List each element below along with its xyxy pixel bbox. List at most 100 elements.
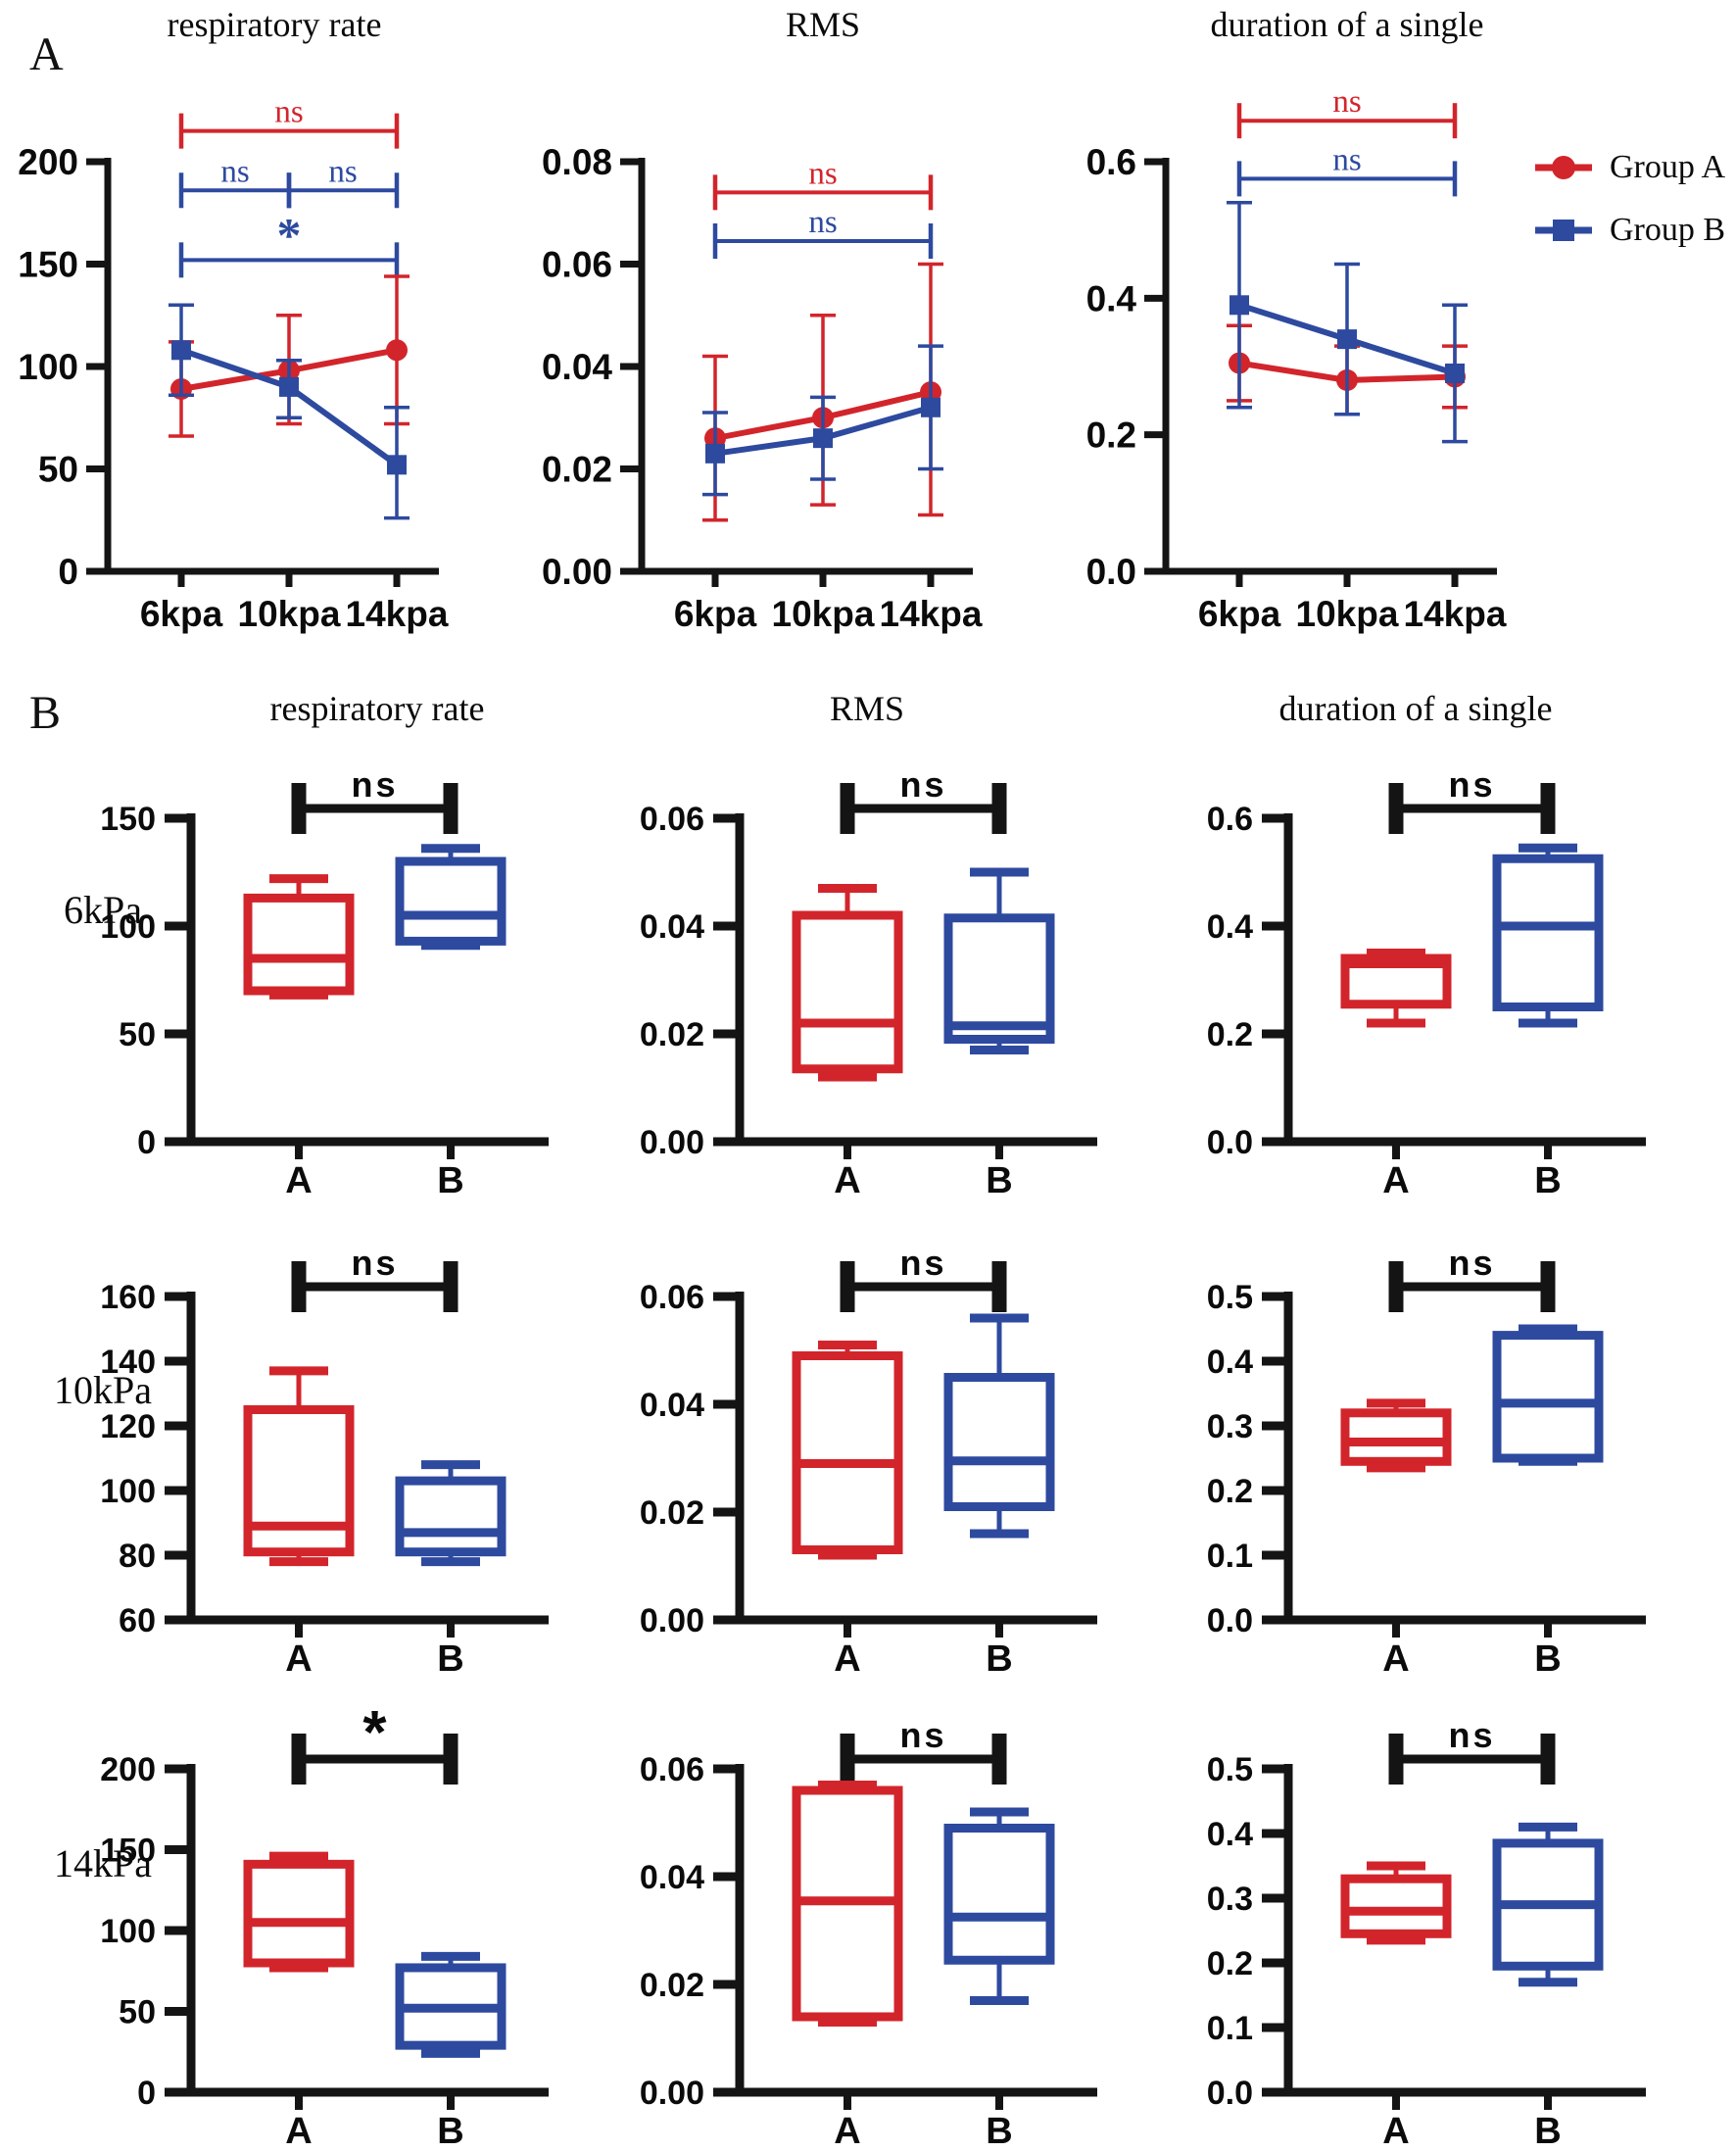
svg-text:150: 150	[100, 1833, 156, 1870]
box-chart-10kpa-rms: 0.00 0.02 0.04 0.06 A Bns	[640, 1243, 1097, 1680]
svg-text:0: 0	[137, 1124, 156, 1161]
svg-text:100: 100	[18, 347, 78, 387]
svg-text:0.3: 0.3	[1207, 1881, 1253, 1918]
svg-text:200: 200	[100, 1751, 156, 1788]
legend-item-group-b: Group B	[1533, 212, 1725, 249]
svg-text:B: B	[1534, 1160, 1561, 1201]
svg-text:100: 100	[100, 1473, 156, 1510]
box-chart-10kpa-respiratory-rate: 60 80 100 120 140 160 A Bns	[100, 1243, 549, 1680]
svg-text:0.1: 0.1	[1207, 1538, 1253, 1575]
svg-text:6kpa: 6kpa	[140, 594, 223, 634]
svg-text:0.4: 0.4	[1207, 908, 1253, 946]
row-label-14kpa: 14kPa	[54, 1841, 152, 1885]
line-chart-duration: 0.0 0.2 0.4 0.6 6kpa 10kpa 14kpa ns ns	[1086, 84, 1507, 634]
svg-text:14kpa: 14kpa	[346, 594, 449, 634]
svg-text:50: 50	[119, 1016, 156, 1053]
svg-text:0.6: 0.6	[1086, 142, 1136, 182]
row-label-6kpa: 6kPa	[64, 888, 142, 932]
svg-text:B: B	[1534, 1638, 1561, 1680]
svg-text:200: 200	[18, 142, 78, 182]
svg-text:0.0: 0.0	[1086, 552, 1136, 592]
svg-text:0.02: 0.02	[640, 1016, 704, 1053]
svg-text:0.06: 0.06	[542, 245, 612, 285]
svg-text:B: B	[986, 1638, 1012, 1680]
col-title-duration: duration of a single	[1278, 689, 1553, 728]
svg-text:A: A	[285, 2111, 312, 2152]
chart-title-a-respiratory-rate: respiratory rate	[167, 5, 382, 44]
svg-text:*: *	[277, 207, 302, 262]
svg-text:0.04: 0.04	[640, 1859, 704, 1896]
group-a-marker-icon	[1535, 156, 1592, 179]
svg-text:150: 150	[18, 245, 78, 285]
chart-title-a-duration: duration of a single	[1210, 5, 1484, 44]
svg-text:0: 0	[137, 2075, 156, 2112]
svg-text:0.02: 0.02	[542, 450, 612, 490]
svg-text:A: A	[285, 1160, 312, 1201]
svg-text:0.4: 0.4	[1207, 1344, 1253, 1381]
svg-text:0.1: 0.1	[1207, 2010, 1253, 2047]
svg-text:ns: ns	[351, 1243, 398, 1283]
svg-text:0.06: 0.06	[640, 1751, 704, 1788]
svg-text:ns: ns	[808, 205, 837, 240]
svg-text:0.06: 0.06	[640, 801, 704, 838]
line-chart-rms: 0.00 0.02 0.04 0.06 0.08 6kpa 10kpa 14kpa ns ns	[542, 142, 983, 634]
group-b-marker-icon	[1535, 220, 1592, 241]
svg-text:0.4: 0.4	[1207, 1816, 1253, 1853]
svg-text:ns: ns	[220, 154, 249, 189]
svg-text:0.04: 0.04	[542, 347, 612, 387]
svg-text:120: 120	[100, 1408, 156, 1445]
svg-text:0.04: 0.04	[640, 908, 704, 946]
svg-text:ns: ns	[328, 154, 357, 189]
svg-text:0: 0	[58, 552, 78, 592]
svg-text:0.00: 0.00	[640, 2075, 704, 2112]
svg-text:10kpa: 10kpa	[238, 594, 341, 634]
svg-text:0.5: 0.5	[1207, 1751, 1253, 1788]
svg-text:ns: ns	[351, 764, 398, 805]
box-chart-6kpa-duration: 0.0 0.2 0.4 0.6 A Bns	[1207, 764, 1646, 1201]
svg-text:10kpa: 10kpa	[1296, 594, 1399, 634]
svg-text:0.00: 0.00	[640, 1124, 704, 1161]
svg-text:A: A	[834, 2111, 860, 2152]
svg-text:0.00: 0.00	[542, 552, 612, 592]
panel-b-label: B	[29, 687, 62, 739]
svg-text:ns: ns	[808, 156, 837, 191]
svg-text:B: B	[1534, 2111, 1561, 2152]
svg-text:0.08: 0.08	[542, 142, 612, 182]
svg-text:B: B	[986, 2111, 1012, 2152]
svg-text:0.0: 0.0	[1207, 1602, 1253, 1639]
svg-text:14kpa: 14kpa	[1404, 594, 1507, 634]
box-chart-10kpa-duration: 0.0 0.1 0.2 0.3 0.4 0.5 A Bns	[1207, 1243, 1646, 1680]
row-label-10kpa: 10kPa	[54, 1368, 152, 1412]
svg-text:14kpa: 14kpa	[880, 594, 983, 634]
svg-text:0.2: 0.2	[1207, 1473, 1253, 1510]
svg-text:B: B	[437, 1638, 463, 1680]
svg-text:ns: ns	[1448, 764, 1495, 805]
svg-text:B: B	[437, 1160, 463, 1201]
svg-text:0.06: 0.06	[640, 1279, 704, 1316]
svg-text:50: 50	[119, 1994, 156, 2031]
svg-text:B: B	[437, 2111, 463, 2152]
svg-text:0.2: 0.2	[1207, 1945, 1253, 1982]
svg-text:0.3: 0.3	[1207, 1408, 1253, 1445]
box-chart-14kpa-duration: 0.0 0.1 0.2 0.3 0.4 0.5 A Bns	[1207, 1715, 1646, 2152]
svg-text:50: 50	[38, 450, 78, 490]
legend: Group A Group B	[1533, 149, 1725, 249]
svg-text:80: 80	[119, 1538, 156, 1575]
svg-text:100: 100	[100, 1913, 156, 1950]
svg-text:0.02: 0.02	[640, 1967, 704, 2004]
box-chart-6kpa-rms: 0.00 0.02 0.04 0.06 A Bns	[640, 764, 1097, 1201]
svg-text:6kpa: 6kpa	[674, 594, 757, 634]
svg-text:ns: ns	[1448, 1243, 1495, 1283]
svg-text:0.02: 0.02	[640, 1494, 704, 1532]
col-title-respiratory-rate: respiratory rate	[269, 689, 485, 728]
box-chart-6kpa-respiratory-rate: 0 50 100 150 A Bns	[100, 764, 549, 1201]
svg-text:ns: ns	[899, 764, 946, 805]
svg-text:0.5: 0.5	[1207, 1279, 1253, 1316]
svg-text:0.4: 0.4	[1086, 278, 1137, 318]
svg-text:A: A	[1382, 1160, 1409, 1201]
svg-text:6kpa: 6kpa	[1198, 594, 1281, 634]
col-title-rms: RMS	[829, 689, 905, 728]
svg-text:ns: ns	[1448, 1715, 1495, 1755]
svg-text:A: A	[285, 1638, 312, 1680]
